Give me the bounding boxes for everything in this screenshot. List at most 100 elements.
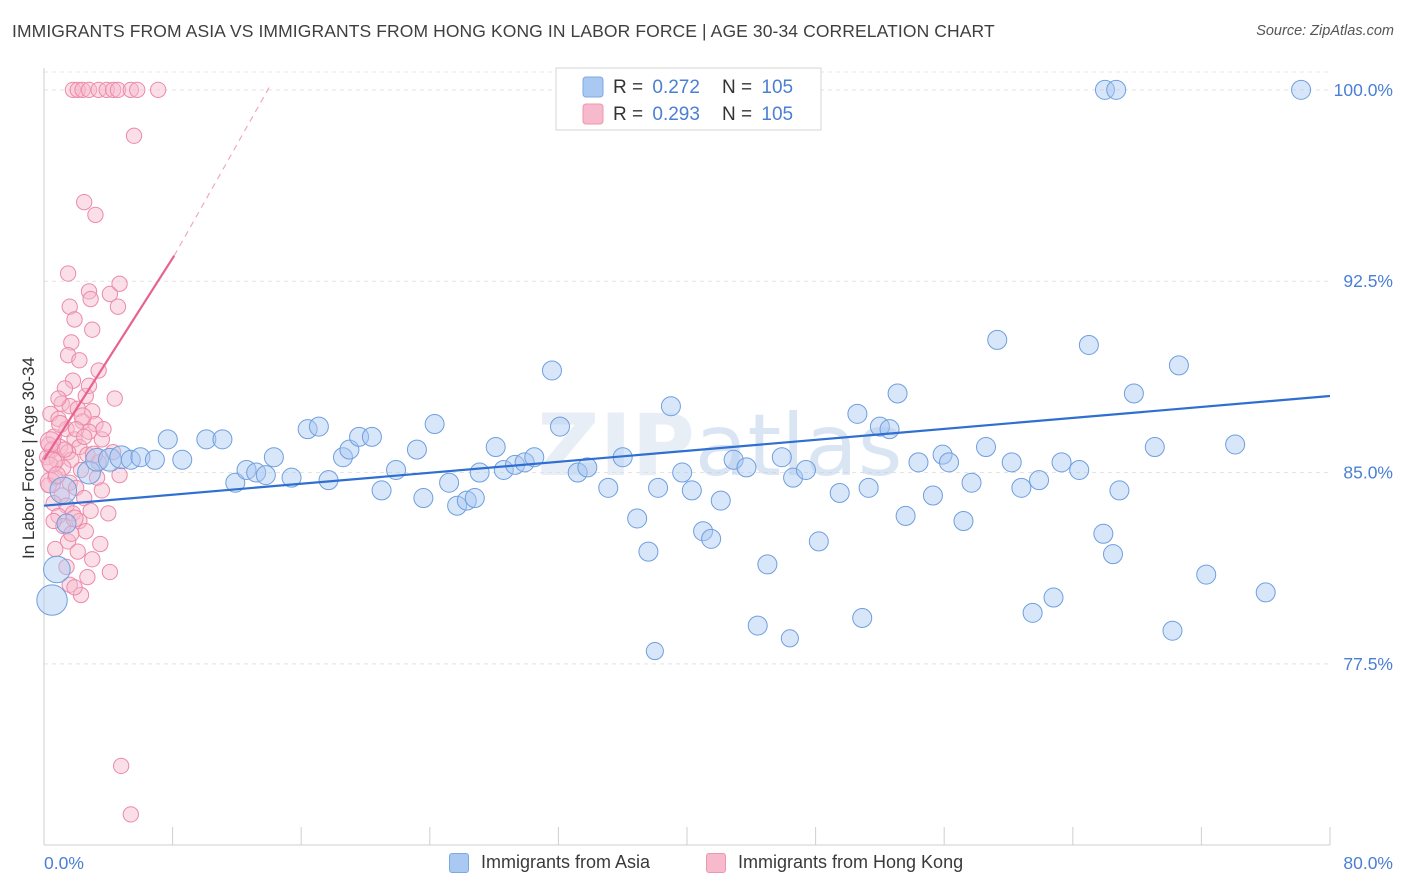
- hk-point: [84, 403, 101, 420]
- asia-point: [36, 584, 68, 616]
- hk-point: [93, 482, 111, 499]
- asia-trend-line: [43, 394, 1331, 507]
- y-axis-title: In Labor Force | Age 30-34: [19, 357, 38, 559]
- asia-point: [1106, 79, 1127, 100]
- hk-point: [101, 563, 119, 581]
- asia-point: [49, 476, 78, 505]
- asia-point: [987, 329, 1008, 350]
- asia-point: [939, 452, 960, 473]
- asia-point: [1123, 383, 1144, 404]
- asia-point: [550, 416, 571, 437]
- y-tick-label: 77.5%: [1343, 654, 1393, 674]
- asia-point: [1225, 434, 1246, 455]
- legend-asia-r-value: 0.272: [652, 77, 700, 98]
- hk-point: [122, 81, 139, 99]
- hk-point: [69, 543, 86, 560]
- asia-point: [829, 482, 850, 503]
- asia-point: [56, 513, 77, 534]
- asia-point: [1069, 459, 1090, 480]
- hk-point: [63, 525, 80, 542]
- hk-point: [56, 441, 74, 458]
- x-tick-label-max: 80.0%: [1343, 853, 1393, 873]
- hk-point: [59, 265, 77, 282]
- legend-swatch-asia: [582, 76, 604, 98]
- correlation-legend: R = 0.272 N = 105 R = 0.293 N = 105: [555, 67, 822, 131]
- asia-point: [144, 449, 165, 470]
- legend-label-asia: Immigrants from Asia: [481, 852, 651, 872]
- hk-point: [66, 311, 83, 328]
- hk-point: [84, 551, 101, 568]
- asia-point: [196, 429, 217, 450]
- axis-labels: 77.5% 85.0% 92.5% 100.0% 0.0% 80.0%: [44, 80, 1393, 873]
- watermark: ZIPatlas: [537, 396, 902, 496]
- asia-point: [1102, 544, 1123, 565]
- hk-point: [149, 81, 167, 99]
- asia-point: [172, 449, 193, 470]
- legend-hk-n-label: N =: [722, 104, 757, 125]
- asia-point: [361, 426, 382, 447]
- asia-point: [1011, 477, 1032, 498]
- asia-point: [255, 465, 276, 486]
- hk-point: [50, 390, 67, 407]
- hk-point: [76, 428, 93, 445]
- hk-trend-line: [43, 255, 176, 461]
- hk-point: [100, 505, 117, 522]
- legend-swatch-asia-bottom: [449, 852, 469, 873]
- asia-point: [1196, 564, 1217, 585]
- hk-point: [88, 469, 106, 486]
- asia-point: [439, 472, 460, 493]
- hk-point: [61, 576, 78, 593]
- hk-point: [56, 380, 74, 397]
- asia-point: [858, 477, 879, 498]
- asia-point: [212, 429, 233, 450]
- hk-point: [69, 81, 86, 99]
- asia-point: [627, 508, 648, 529]
- hk-point: [79, 446, 96, 463]
- hk-point: [111, 466, 128, 484]
- legend-asia-n-label: N =: [722, 77, 757, 98]
- asia-point: [406, 439, 427, 460]
- hk-point: [98, 81, 115, 99]
- hk-point: [111, 275, 128, 292]
- asia-point: [485, 437, 506, 458]
- asia-point: [723, 449, 744, 470]
- hk-point: [74, 81, 91, 99]
- hk-point: [92, 535, 109, 553]
- asia-point: [736, 457, 757, 478]
- hk-point: [125, 127, 143, 144]
- asia-point: [263, 447, 284, 468]
- asia-point: [975, 437, 996, 458]
- asia-point: [1093, 523, 1114, 544]
- asia-point: [413, 488, 434, 509]
- hk-point: [104, 81, 122, 99]
- series-asia-points: [36, 79, 1312, 661]
- hk-point: [109, 298, 127, 315]
- asia-point: [225, 472, 246, 493]
- asia-point: [852, 607, 873, 628]
- hk-point: [71, 352, 88, 369]
- watermark-suffix: atlas: [695, 396, 903, 496]
- asia-point: [1255, 582, 1276, 603]
- legend-asia-n-value: 105: [761, 77, 793, 98]
- hk-point: [129, 81, 146, 99]
- legend-swatch-hk-bottom: [706, 852, 726, 873]
- legend-hk-n-value: 105: [761, 104, 793, 125]
- asia-point: [780, 629, 799, 648]
- y-tick-label: 92.5%: [1343, 271, 1393, 291]
- asia-point: [1078, 334, 1099, 355]
- asia-point: [598, 477, 619, 498]
- legend-item-asia[interactable]: Immigrants from Asia: [449, 852, 650, 873]
- asia-point: [757, 554, 778, 575]
- asia-point: [456, 490, 477, 511]
- asia-point: [464, 488, 485, 509]
- asia-point: [1094, 79, 1115, 100]
- asia-point: [1291, 79, 1312, 100]
- asia-point: [1168, 355, 1189, 376]
- asia-point: [648, 477, 669, 498]
- legend-asia-r-label: R =: [613, 77, 648, 98]
- asia-point: [895, 505, 916, 526]
- legend-item-hk[interactable]: Immigrants from Hong Kong: [706, 852, 963, 873]
- chart-title: IMMIGRANTS FROM ASIA VS IMMIGRANTS FROM …: [12, 21, 995, 41]
- hk-point: [61, 298, 78, 315]
- hk-point: [47, 540, 64, 558]
